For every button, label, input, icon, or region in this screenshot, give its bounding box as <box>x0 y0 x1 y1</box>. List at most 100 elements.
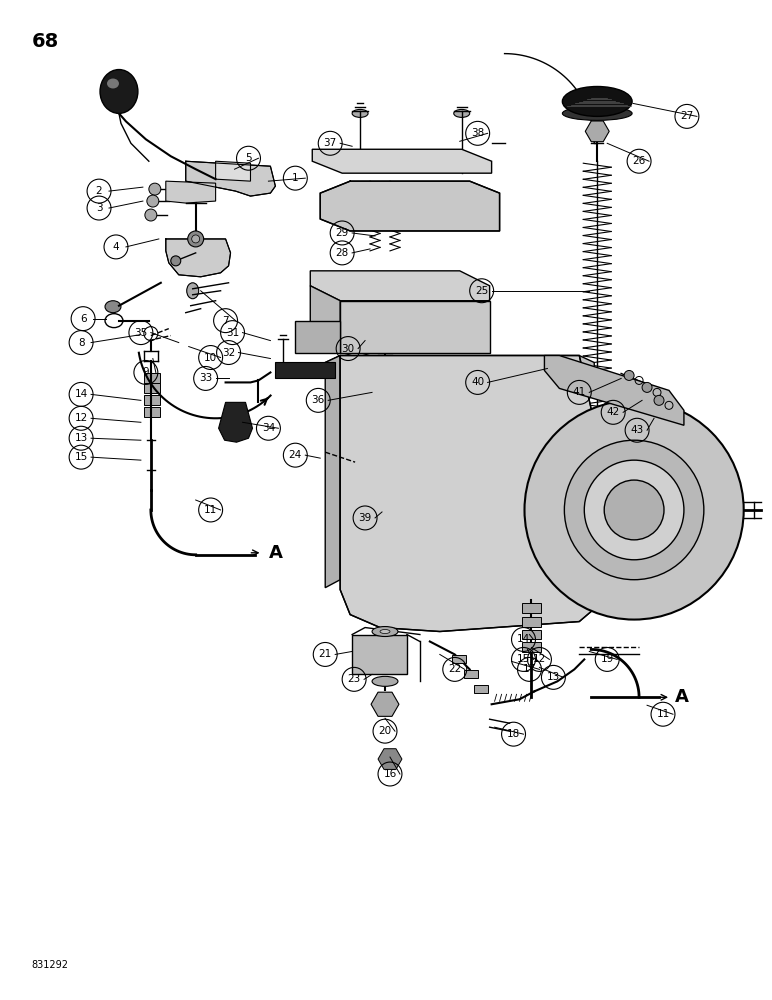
Ellipse shape <box>100 70 138 113</box>
Bar <box>464 670 478 678</box>
Bar <box>144 373 160 383</box>
Polygon shape <box>544 356 684 425</box>
Polygon shape <box>276 362 335 378</box>
Circle shape <box>564 440 704 580</box>
Text: 40: 40 <box>471 377 484 387</box>
Text: 831292: 831292 <box>32 960 68 970</box>
Text: 32: 32 <box>222 348 235 358</box>
Polygon shape <box>340 356 599 632</box>
Polygon shape <box>585 121 609 142</box>
Text: 19: 19 <box>601 654 614 664</box>
Text: 31: 31 <box>226 328 239 338</box>
Text: 11: 11 <box>204 505 217 515</box>
Text: 21: 21 <box>319 649 332 659</box>
Text: 2: 2 <box>96 186 103 196</box>
Circle shape <box>188 231 204 247</box>
Text: 3: 3 <box>96 203 103 213</box>
Ellipse shape <box>352 109 368 117</box>
Text: 23: 23 <box>347 674 361 684</box>
Text: 38: 38 <box>471 128 484 138</box>
Polygon shape <box>371 692 399 716</box>
Circle shape <box>149 183 161 195</box>
Text: 42: 42 <box>607 407 620 417</box>
Bar <box>522 617 541 627</box>
Text: 22: 22 <box>448 664 462 674</box>
Text: 36: 36 <box>312 395 325 405</box>
Polygon shape <box>215 161 250 181</box>
Text: 18: 18 <box>507 729 520 739</box>
Circle shape <box>147 195 159 207</box>
Text: A: A <box>675 688 689 706</box>
Text: 15: 15 <box>74 452 88 462</box>
Text: 4: 4 <box>113 242 120 252</box>
Bar <box>522 642 541 652</box>
Text: 39: 39 <box>358 513 371 523</box>
Text: 29: 29 <box>336 228 349 238</box>
Text: 33: 33 <box>199 373 212 383</box>
Circle shape <box>191 235 200 243</box>
Text: 25: 25 <box>475 286 488 296</box>
Text: A: A <box>269 544 283 562</box>
Text: 28: 28 <box>336 248 349 258</box>
Circle shape <box>145 209 157 221</box>
Polygon shape <box>296 321 340 353</box>
Ellipse shape <box>380 630 390 634</box>
Text: 14: 14 <box>517 634 530 644</box>
Text: 15: 15 <box>517 654 530 664</box>
Circle shape <box>624 370 634 380</box>
Polygon shape <box>312 149 492 173</box>
Polygon shape <box>320 181 499 231</box>
Text: 26: 26 <box>632 156 645 166</box>
Polygon shape <box>310 271 489 301</box>
Circle shape <box>171 256 181 266</box>
Text: 43: 43 <box>631 425 644 435</box>
Ellipse shape <box>562 86 632 116</box>
Bar <box>522 630 541 639</box>
Text: 6: 6 <box>80 314 86 324</box>
Ellipse shape <box>187 283 198 299</box>
Ellipse shape <box>562 106 632 120</box>
Text: 12: 12 <box>533 654 546 664</box>
Text: 10: 10 <box>204 353 217 363</box>
Text: 8: 8 <box>78 338 84 348</box>
Ellipse shape <box>105 301 121 313</box>
Text: 14: 14 <box>74 389 88 399</box>
Text: 68: 68 <box>32 32 59 51</box>
Circle shape <box>604 480 664 540</box>
Circle shape <box>642 382 652 392</box>
Text: 41: 41 <box>573 387 586 397</box>
Polygon shape <box>166 239 231 277</box>
Bar <box>452 655 466 663</box>
Bar <box>144 395 160 405</box>
Polygon shape <box>310 286 340 351</box>
Text: 12: 12 <box>74 413 88 423</box>
Text: 1: 1 <box>292 173 299 183</box>
Bar <box>474 685 488 693</box>
Text: 13: 13 <box>547 672 560 682</box>
Text: 13: 13 <box>74 433 88 443</box>
Polygon shape <box>325 356 340 588</box>
Text: 9: 9 <box>143 367 149 377</box>
Text: 37: 37 <box>323 138 337 148</box>
Bar <box>352 635 407 674</box>
Circle shape <box>584 460 684 560</box>
Text: 35: 35 <box>134 328 147 338</box>
Text: 34: 34 <box>262 423 275 433</box>
Text: 20: 20 <box>378 726 391 736</box>
Ellipse shape <box>378 391 392 397</box>
Polygon shape <box>340 301 489 353</box>
Bar <box>144 383 160 393</box>
Text: 5: 5 <box>245 153 252 163</box>
Polygon shape <box>325 356 594 380</box>
Text: 11: 11 <box>656 709 669 719</box>
Circle shape <box>524 400 743 620</box>
Text: 27: 27 <box>680 111 693 121</box>
Polygon shape <box>186 161 276 196</box>
Polygon shape <box>218 402 252 442</box>
Ellipse shape <box>372 627 398 637</box>
Text: 17: 17 <box>523 664 536 674</box>
Text: 24: 24 <box>289 450 302 460</box>
Ellipse shape <box>372 676 398 686</box>
Ellipse shape <box>107 79 119 88</box>
Text: 16: 16 <box>384 769 397 779</box>
